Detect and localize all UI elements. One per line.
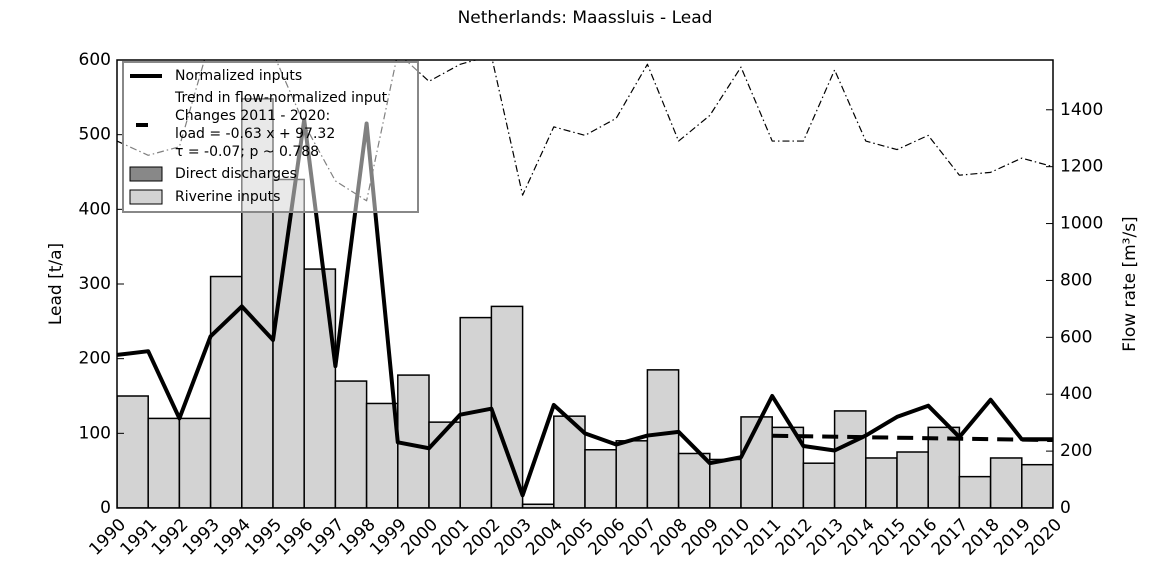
y-tick-label: 200 (79, 349, 111, 369)
y2-axis-label: Flow rate [m³/s] (1120, 216, 1140, 351)
legend-label: Direct discharges (175, 166, 297, 182)
y2-tick-label: 400 (1060, 384, 1092, 404)
bar (428, 421, 461, 508)
bar (989, 457, 1023, 508)
y-tick-label: 400 (79, 199, 111, 219)
legend: Normalized inputs Trend in flow-normalize… (122, 61, 419, 213)
y2-tick-label: 800 (1060, 270, 1092, 290)
bar (833, 410, 867, 508)
y2-tick-label: 0 (1060, 498, 1071, 518)
bar (303, 268, 337, 508)
bar (677, 452, 711, 508)
legend-swatch (129, 166, 163, 182)
bar (490, 305, 524, 508)
plot-area (117, 60, 1053, 508)
bar (896, 451, 929, 508)
legend-note: τ = -0.07; p ~ 0.788 (175, 144, 319, 160)
bar (802, 462, 836, 508)
y-tick-label: 500 (79, 125, 111, 145)
legend-swatch (129, 189, 163, 205)
legend-note: load = -0.63 x + 97.32 (175, 126, 335, 142)
bar (178, 417, 212, 508)
bar (646, 369, 680, 508)
y-tick-label: 0 (100, 498, 111, 518)
y2-tick-label: 1000 (1060, 214, 1103, 234)
bar (709, 458, 742, 508)
legend-label: Normalized inputs (175, 68, 302, 84)
y-tick-label: 600 (79, 50, 111, 70)
y2-tick-label: 600 (1060, 327, 1092, 347)
line (772, 433, 1053, 443)
line (117, 117, 1053, 498)
y-tick-label: 300 (79, 274, 111, 294)
bar (334, 380, 368, 508)
bar (147, 417, 181, 508)
y2-tick-label: 1400 (1060, 100, 1103, 120)
bar (958, 475, 992, 508)
bar (1021, 463, 1053, 508)
flow-line (117, 60, 1053, 202)
bar (117, 395, 149, 508)
bar (865, 457, 898, 508)
bar (615, 440, 649, 508)
y2-tick-label: 1200 (1060, 157, 1103, 177)
bar (365, 402, 399, 508)
y-axis-label: Lead [t/a] (46, 243, 66, 325)
legend-label: Riverine inputs (175, 189, 280, 205)
legend-note: Changes 2011 - 2020: (175, 108, 330, 124)
chart-title: Netherlands: Maassluis - Lead (458, 8, 713, 28)
x-tick-label: 2020 (1021, 515, 1066, 560)
y-tick-label: 100 (79, 423, 111, 443)
legend-label: Trend in flow-normalized input (174, 90, 388, 106)
bar (553, 415, 586, 508)
y2-tick-label: 200 (1060, 441, 1092, 461)
legend-box (122, 61, 419, 213)
bar (740, 416, 773, 508)
bar (584, 449, 617, 508)
